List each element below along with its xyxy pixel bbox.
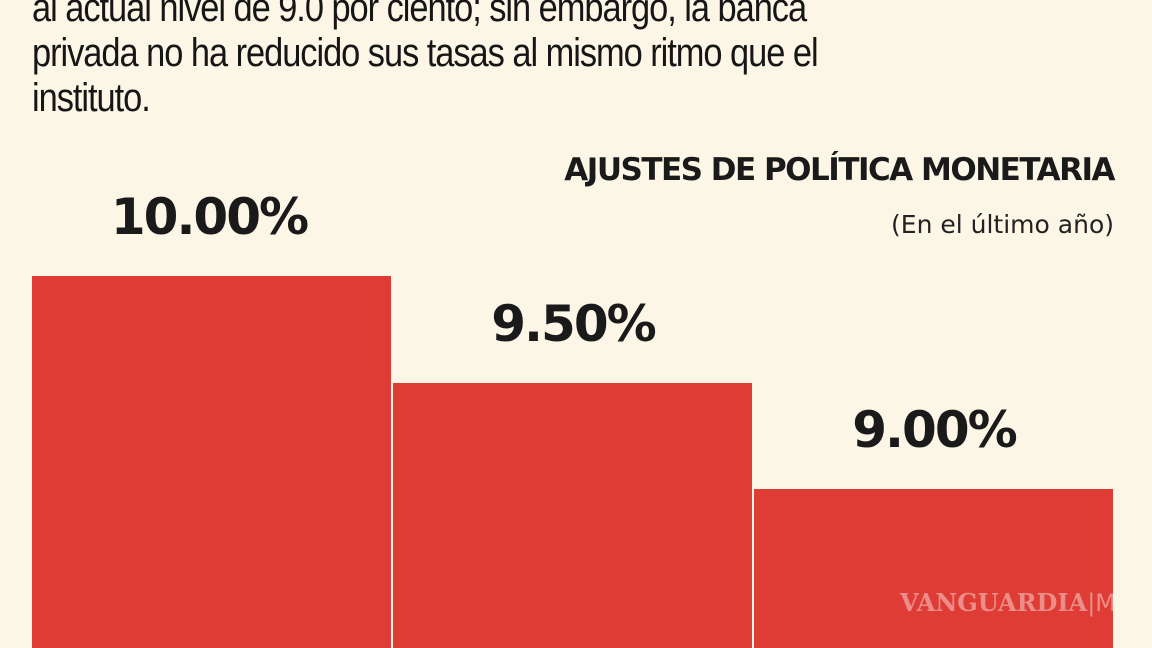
- data-label: 10.00%: [110, 188, 309, 246]
- bar: [393, 382, 752, 648]
- chart-subtitle: (En el último año): [891, 210, 1114, 239]
- data-label: 9.50%: [491, 294, 656, 353]
- bar: [32, 276, 391, 648]
- article-text: al actual nivel de 9.0 por ciento; sin e…: [32, 0, 819, 121]
- bar: [754, 489, 1113, 648]
- article-line: instituto.: [32, 76, 151, 120]
- article-line: privada no ha reducido sus tasas al mism…: [32, 31, 819, 75]
- chart-title: AJUSTES DE POLÍTICA MONETARIA: [564, 152, 1115, 188]
- watermark-logo: VANGUARDIA|M: [899, 588, 1116, 617]
- article-line: al actual nivel de 9.0 por ciento; sin e…: [32, 0, 807, 30]
- data-label: 9.00%: [852, 401, 1017, 459]
